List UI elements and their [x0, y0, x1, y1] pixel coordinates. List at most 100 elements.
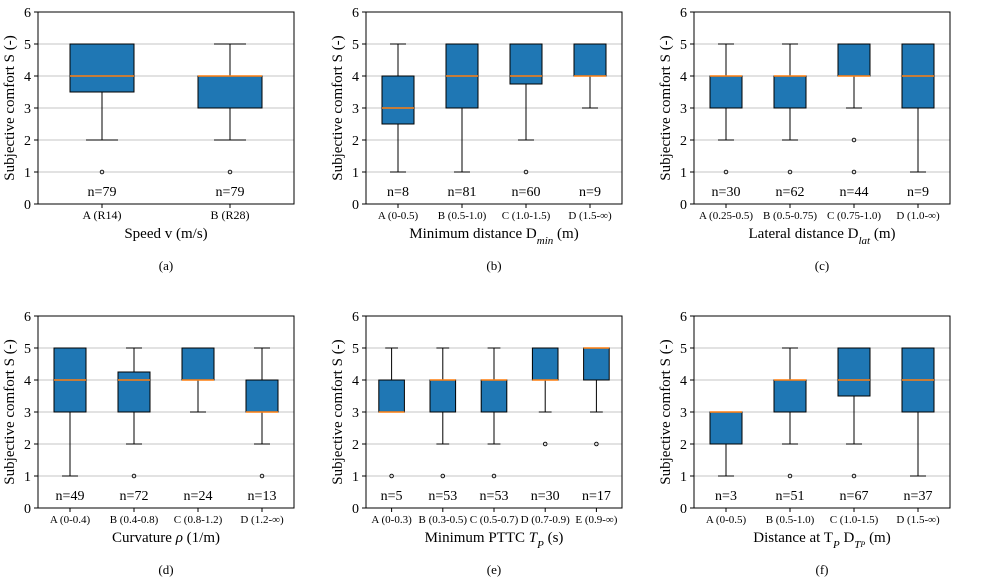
x-tick-label: B (0.4-0.8) — [110, 514, 159, 526]
y-axis-label: Subjective comfort S (-) — [330, 339, 346, 484]
x-tick-label: E (0.9-∞) — [575, 514, 617, 526]
panel-label: (a) — [159, 258, 173, 273]
panel-label: (c) — [815, 258, 829, 273]
panel-c: n=30 n=62 n=44 n=9 0 1 2 3 4 5 6 A (0.25-0.5) B (0.5… — [658, 6, 951, 273]
y-tick-label: 4 — [24, 70, 31, 85]
y-axis-label: Subjective comfort S (-) — [658, 339, 674, 484]
y-axis-label: Subjective comfort S (-) — [658, 35, 674, 180]
x-axis-label: Lateral distance Dlat (m) — [749, 226, 896, 247]
panel-a: n=79 n=79 0 1 2 3 4 5 6 A (R14) B (R28) Subjective … — [2, 6, 295, 273]
count-label: n=53 — [428, 489, 457, 504]
y-tick-label: 0 — [24, 198, 31, 213]
y-tick-label: 2 — [352, 438, 359, 453]
y-axis-label: Subjective comfort S (-) — [2, 339, 18, 484]
y-tick-label: 5 — [680, 342, 687, 357]
box — [583, 347, 610, 381]
count-label: n=9 — [907, 185, 929, 200]
flier-point — [594, 441, 599, 447]
flier-point — [491, 473, 497, 479]
y-tick-label: 4 — [680, 374, 687, 389]
count-label: n=60 — [512, 185, 541, 200]
y-tick-label: 2 — [680, 438, 687, 453]
y-tick-label: 5 — [24, 38, 31, 53]
count-label: n=44 — [840, 185, 869, 200]
box — [837, 43, 871, 77]
flier-point — [99, 169, 105, 175]
y-tick-label: 4 — [352, 70, 359, 85]
y-tick-label: 5 — [352, 38, 359, 53]
flier-point — [259, 473, 265, 479]
flier-point — [542, 441, 548, 447]
x-axis-label: Speed v (m/s) — [124, 226, 207, 242]
y-tick-label: 0 — [352, 198, 359, 213]
x-tick-label: D (1.2-∞) — [240, 514, 284, 526]
x-tick-label: A (0-0.5) — [378, 210, 419, 222]
y-tick-label: 1 — [680, 166, 687, 181]
y-tick-label: 0 — [680, 198, 687, 213]
count-label: n=79 — [216, 185, 245, 200]
x-tick-label: C (0.8-1.2) — [174, 514, 223, 526]
count-label: n=53 — [480, 489, 509, 504]
x-tick-label: B (0.5-1.0) — [438, 210, 487, 222]
x-tick-label: B (R28) — [211, 208, 250, 222]
flier-point — [851, 137, 857, 143]
panel-label: (b) — [486, 258, 501, 273]
y-tick-label: 6 — [680, 6, 687, 21]
y-tick-label: 0 — [352, 502, 359, 517]
x-axis-label: Curvature ρ (1/m) — [112, 530, 220, 546]
x-axis-label: Minimum distance Dmin (m) — [409, 226, 578, 247]
x-tick-label: A (0-0.3) — [371, 514, 412, 526]
count-label: n=72 — [120, 489, 149, 504]
y-tick-label: 2 — [680, 134, 687, 149]
x-tick-label: B (0.3-0.5) — [419, 514, 468, 526]
x-tick-label: B (0.5-1.0) — [766, 514, 815, 526]
y-tick-label: 5 — [680, 38, 687, 53]
flier-point — [131, 473, 137, 479]
y-tick-label: 3 — [24, 102, 31, 117]
box — [709, 411, 743, 445]
y-tick-label: 1 — [352, 470, 359, 485]
box — [837, 347, 871, 397]
y-axis-label: Subjective comfort S (-) — [330, 35, 346, 180]
box — [709, 75, 743, 109]
flier-point — [227, 169, 233, 175]
flier-point — [787, 169, 793, 175]
box — [573, 43, 607, 77]
panel-label: (f) — [816, 562, 829, 577]
flier-point — [851, 473, 857, 479]
y-tick-label: 6 — [680, 310, 687, 325]
x-tick-label: D (1.5-∞) — [896, 514, 940, 526]
y-tick-label: 1 — [24, 166, 31, 181]
y-tick-label: 4 — [680, 70, 687, 85]
count-label: n=49 — [56, 489, 85, 504]
box — [429, 379, 457, 413]
x-tick-label: D (1.0-∞) — [896, 210, 940, 222]
box — [773, 75, 807, 109]
x-tick-label: A (0-0.5) — [706, 514, 747, 526]
y-tick-label: 3 — [680, 406, 687, 421]
y-tick-label: 1 — [24, 470, 31, 485]
count-label: n=24 — [184, 489, 213, 504]
count-label: n=17 — [582, 489, 611, 504]
y-tick-label: 4 — [352, 374, 359, 389]
x-tick-label: C (0.5-0.7) — [470, 514, 519, 526]
y-axis-label: Subjective comfort S (-) — [2, 35, 18, 180]
flier-point — [787, 473, 793, 479]
x-tick-label: A (R14) — [83, 208, 122, 222]
flier-point — [389, 473, 394, 479]
x-axis-label: Minimum PTTC TP (s) — [425, 530, 564, 551]
count-label: n=37 — [904, 489, 933, 504]
count-label: n=62 — [776, 185, 805, 200]
flier-point — [723, 169, 729, 175]
box — [117, 371, 151, 413]
count-label: n=5 — [381, 489, 403, 504]
y-tick-label: 2 — [352, 134, 359, 149]
x-tick-label: A (0-0.4) — [50, 514, 91, 526]
y-tick-label: 6 — [352, 6, 359, 21]
y-tick-label: 1 — [680, 470, 687, 485]
x-tick-label: B (0.5-0.75) — [763, 210, 817, 222]
x-tick-label: D (0.7-0.9) — [521, 514, 571, 526]
panel-label: (e) — [487, 562, 501, 577]
box — [181, 347, 215, 381]
